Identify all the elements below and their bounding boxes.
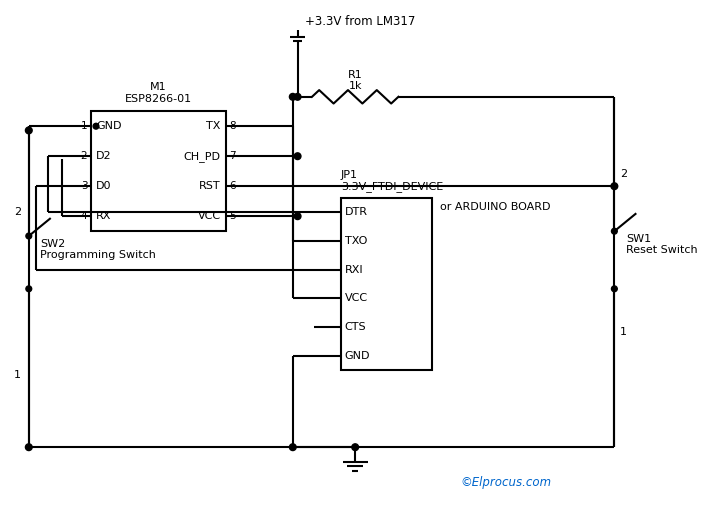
Text: 6: 6 <box>229 181 236 191</box>
Text: D0: D0 <box>96 181 112 191</box>
Text: GND: GND <box>345 351 370 361</box>
Text: 1k: 1k <box>349 81 362 91</box>
Text: M1: M1 <box>150 82 167 92</box>
Circle shape <box>611 286 617 292</box>
Text: Programming Switch: Programming Switch <box>40 250 156 260</box>
Circle shape <box>26 286 32 292</box>
Text: 2: 2 <box>13 207 21 217</box>
Text: CH_PD: CH_PD <box>184 151 221 162</box>
Text: 3.3V_FTDI_DEVICE: 3.3V_FTDI_DEVICE <box>341 181 443 192</box>
Text: RXI: RXI <box>345 265 364 275</box>
Text: D2: D2 <box>96 151 112 161</box>
Circle shape <box>289 94 296 100</box>
Text: +3.3V from LM317: +3.3V from LM317 <box>305 16 416 29</box>
Text: VCC: VCC <box>345 293 368 303</box>
Bar <box>341 198 432 370</box>
Text: Reset Switch: Reset Switch <box>626 245 698 255</box>
Text: 1: 1 <box>14 370 20 380</box>
Text: GND: GND <box>96 121 121 131</box>
Circle shape <box>294 153 301 160</box>
Circle shape <box>611 228 617 234</box>
Text: RST: RST <box>199 181 221 191</box>
Circle shape <box>294 213 301 219</box>
Text: 5: 5 <box>229 211 236 221</box>
Text: 3: 3 <box>80 181 88 191</box>
Circle shape <box>26 233 32 239</box>
Bar <box>91 111 226 231</box>
Text: 1: 1 <box>620 327 627 337</box>
Text: CTS: CTS <box>345 322 366 332</box>
Text: 1: 1 <box>80 121 88 131</box>
Circle shape <box>93 123 99 129</box>
Text: DTR: DTR <box>345 207 368 217</box>
Text: VCC: VCC <box>198 211 221 221</box>
Text: SW1: SW1 <box>626 234 651 244</box>
Circle shape <box>25 127 32 134</box>
Text: RX: RX <box>96 211 112 221</box>
Text: 7: 7 <box>229 151 236 161</box>
Circle shape <box>294 94 301 100</box>
Text: R1: R1 <box>348 70 363 80</box>
Circle shape <box>611 183 618 190</box>
Text: ESP8266-01: ESP8266-01 <box>125 94 192 103</box>
Text: 8: 8 <box>229 121 236 131</box>
Text: or ARDUINO BOARD: or ARDUINO BOARD <box>440 202 550 212</box>
Circle shape <box>289 444 296 450</box>
Text: TX: TX <box>206 121 221 131</box>
Circle shape <box>352 444 359 450</box>
Text: SW2: SW2 <box>40 239 66 249</box>
Circle shape <box>25 444 32 450</box>
Text: TXO: TXO <box>345 236 367 246</box>
Text: 2: 2 <box>620 168 627 178</box>
Text: 2: 2 <box>80 151 88 161</box>
Text: ©Elprocus.com: ©Elprocus.com <box>461 476 552 489</box>
Text: JP1: JP1 <box>341 171 358 180</box>
Text: 4: 4 <box>80 211 88 221</box>
